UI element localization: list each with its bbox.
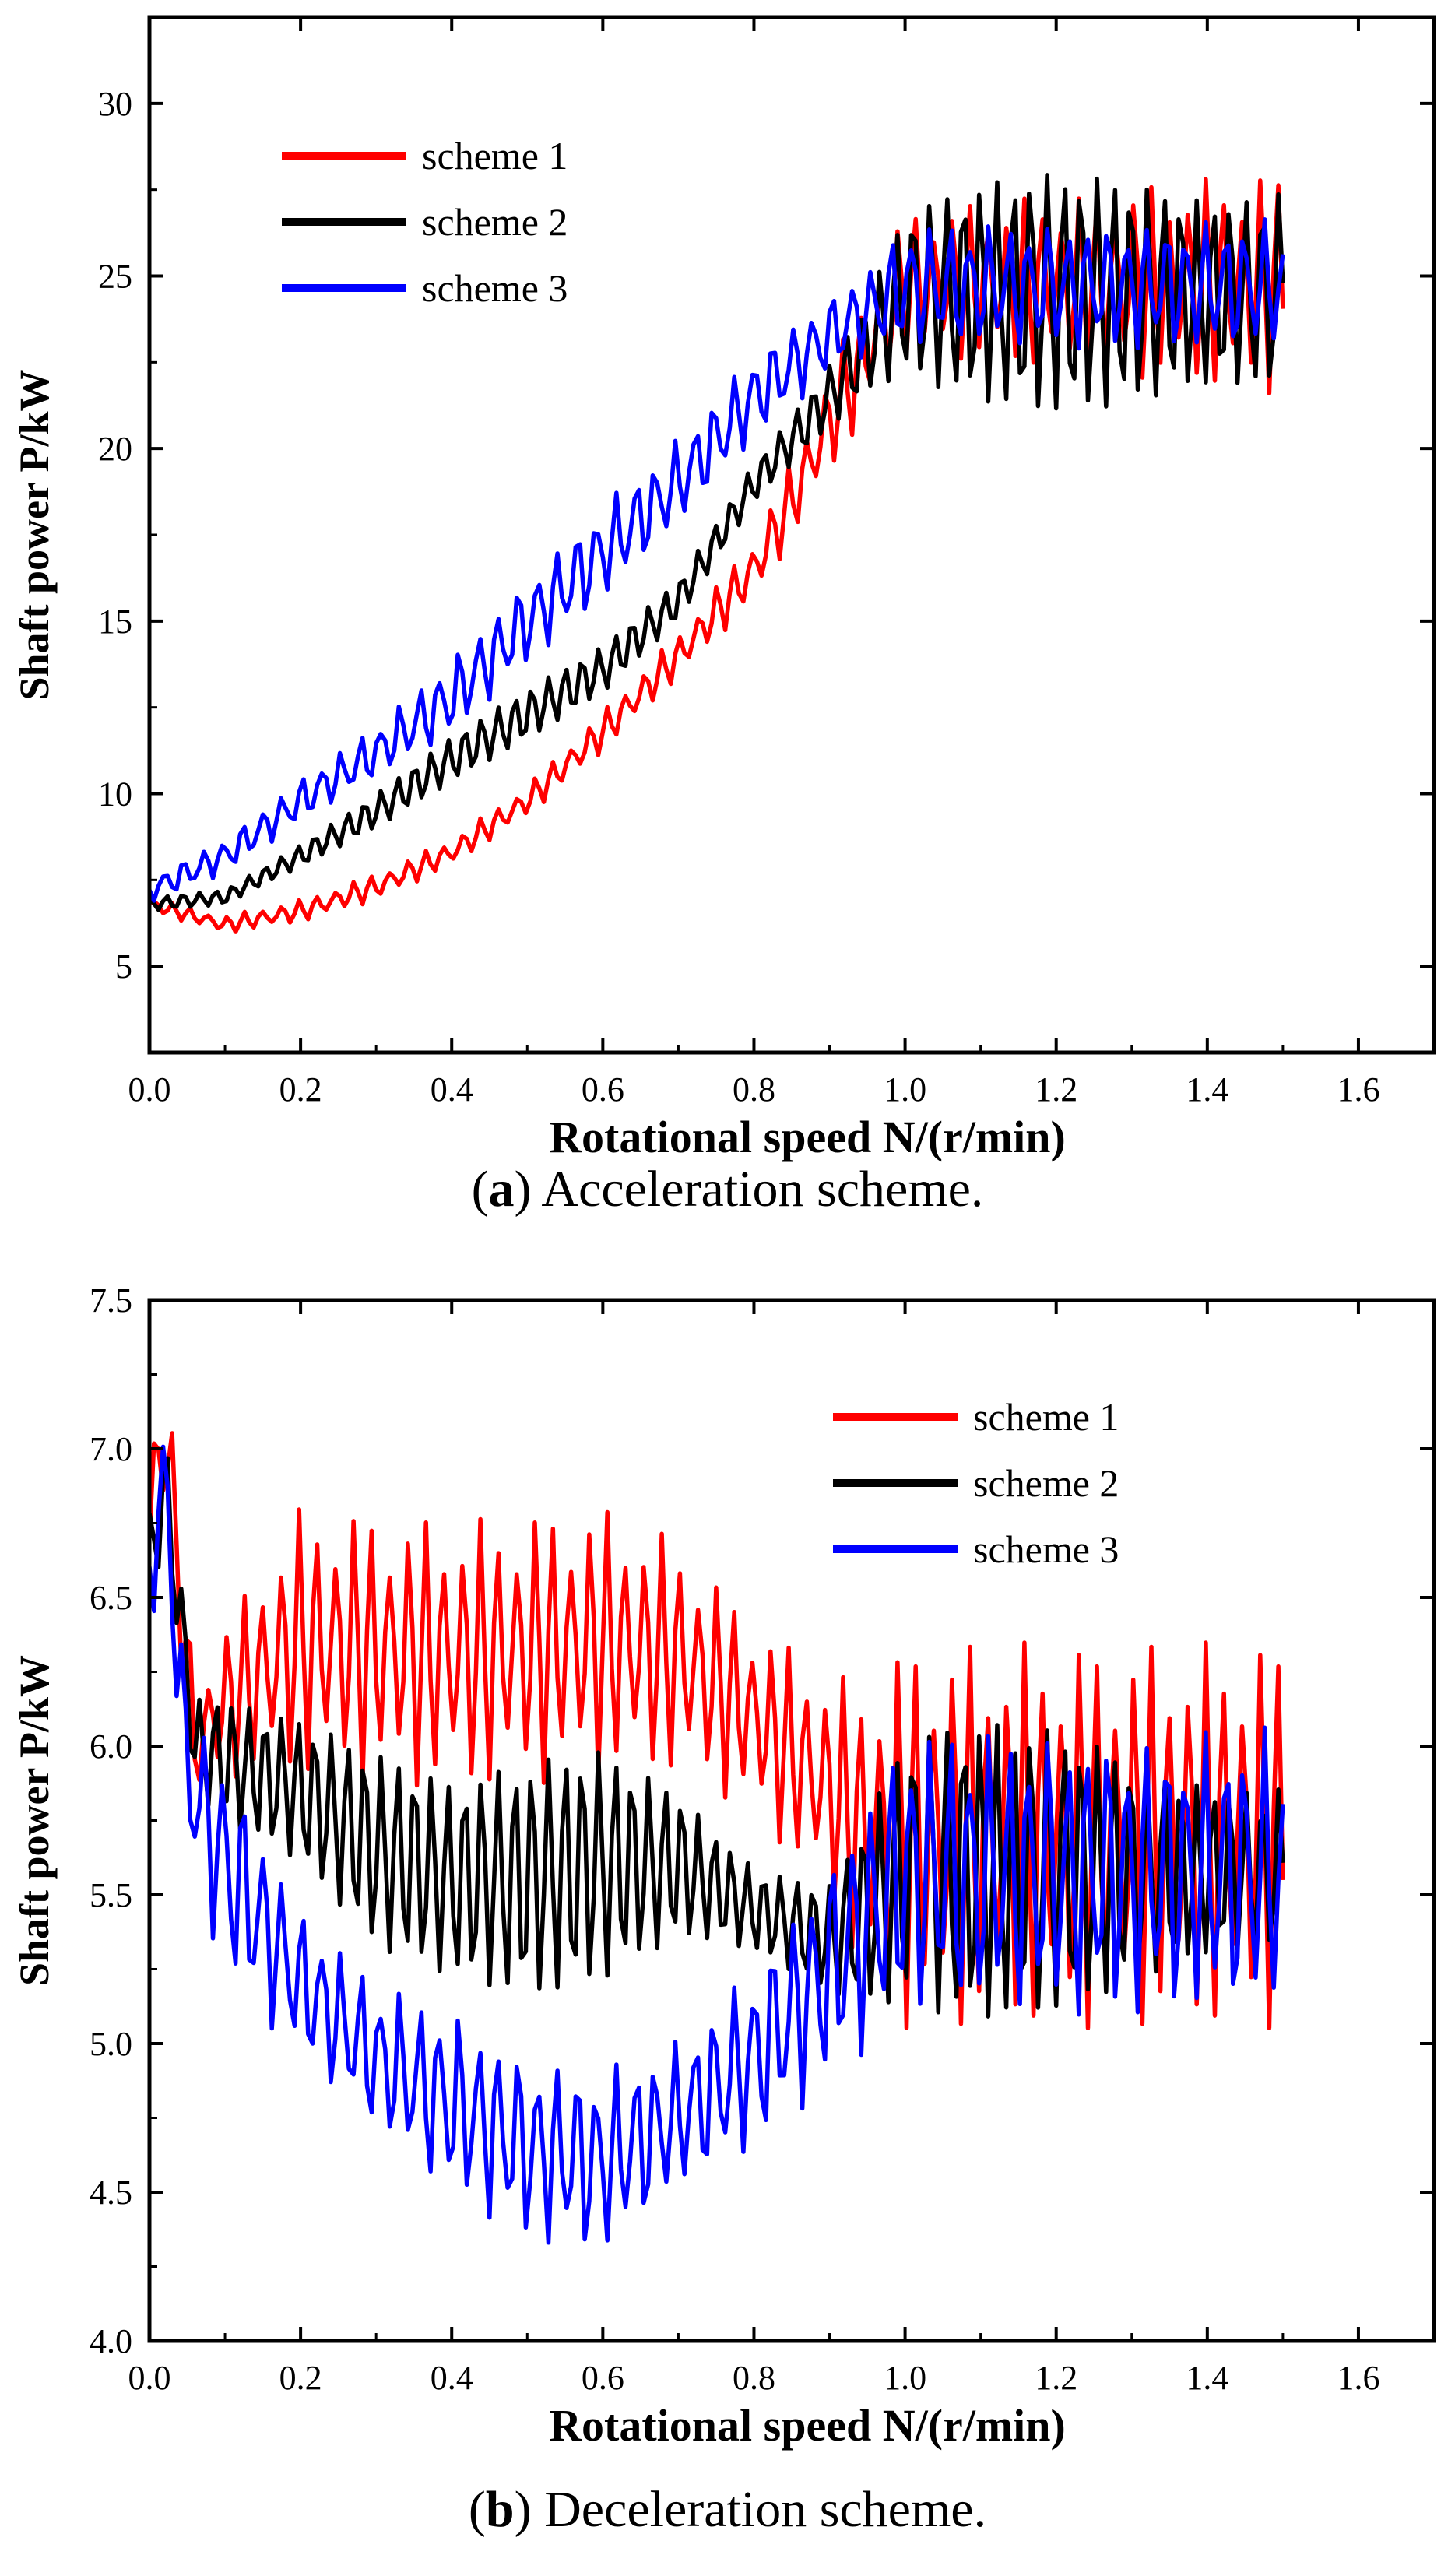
x-tick-label: 0.6 bbox=[582, 1070, 624, 1109]
y-axis-title: Shaft power P/kW bbox=[11, 1655, 58, 1986]
series-line-2 bbox=[149, 1456, 1285, 2019]
y-tick-label: 5.5 bbox=[90, 1876, 132, 1914]
x-tick-label: 1.2 bbox=[1035, 1070, 1077, 1109]
y-tick-label: 10 bbox=[98, 775, 132, 814]
x-tick-label: 0.8 bbox=[733, 2359, 775, 2397]
x-tick-label: 0.2 bbox=[279, 1070, 322, 1109]
legend: scheme 1 scheme 2 scheme 3 bbox=[833, 1395, 1119, 1571]
y-tick-label: 5.0 bbox=[90, 2025, 132, 2063]
y-tick-label: 5 bbox=[115, 947, 132, 986]
series-line-2 bbox=[149, 173, 1285, 912]
chart-a: 0.0 0.2 0.4 0.6 0.8 1.0 1.2 1.4 1.6 5 10 15 20 25 30 Ro… bbox=[11, 15, 1436, 1162]
legend-label-1: scheme 1 bbox=[973, 1395, 1119, 1439]
y-tick-label: 20 bbox=[98, 430, 132, 468]
caption-b: (b) Deceleration scheme. bbox=[468, 2481, 987, 2538]
y-tick-label: 6.0 bbox=[90, 1727, 132, 1766]
y-tick-label: 6.5 bbox=[90, 1579, 132, 1617]
x-tick-label: 1.4 bbox=[1186, 2359, 1228, 2397]
chart-panel-a: 0.0 0.2 0.4 0.6 0.8 1.0 1.2 1.4 1.6 5 10 15 20 25 30 Ro… bbox=[0, 0, 1455, 1284]
series-line-3 bbox=[149, 217, 1285, 903]
x-tick-label: 0.2 bbox=[279, 2359, 322, 2397]
y-axis-title: Shaft power P/kW bbox=[11, 369, 58, 700]
x-tick-label: 1.4 bbox=[1186, 1070, 1228, 1109]
y-tick-label: 4.0 bbox=[90, 2322, 132, 2360]
x-tick-label: 1.6 bbox=[1337, 1070, 1379, 1109]
x-axis-title: Rotational speed N/(r/min) bbox=[549, 1112, 1066, 1162]
x-tick-label: 0.0 bbox=[128, 2359, 171, 2397]
plot-area bbox=[149, 1431, 1285, 2245]
legend-label-1: scheme 1 bbox=[422, 134, 568, 177]
legend-label-2: scheme 2 bbox=[973, 1461, 1119, 1505]
y-tick-label: 4.5 bbox=[90, 2174, 132, 2212]
y-tick-label: 7.0 bbox=[90, 1430, 132, 1468]
x-tick-label: 0.6 bbox=[582, 2359, 624, 2397]
series-line-3 bbox=[149, 1444, 1285, 2245]
caption-a: (a) Acceleration scheme. bbox=[471, 1161, 984, 1218]
y-tick-label: 15 bbox=[98, 603, 132, 641]
x-tick-label: 0.0 bbox=[128, 1070, 171, 1109]
y-tick-label: 30 bbox=[98, 85, 132, 123]
chart-panel-b: 0.0 0.2 0.4 0.6 0.8 1.0 1.2 1.4 1.6 4.0 4.5 5.0 5.5 6… bbox=[0, 1284, 1455, 2576]
x-tick-label: 1.2 bbox=[1035, 2359, 1077, 2397]
chart-b: 0.0 0.2 0.4 0.6 0.8 1.0 1.2 1.4 1.6 4.0 4.5 5.0 5.5 6… bbox=[11, 1284, 1436, 2451]
x-tick-label: 1.6 bbox=[1337, 2359, 1379, 2397]
legend: scheme 1 scheme 2 scheme 3 bbox=[282, 134, 568, 310]
y-tick-label: 7.5 bbox=[90, 1284, 132, 1320]
x-tick-label: 1.0 bbox=[884, 2359, 926, 2397]
legend-label-2: scheme 2 bbox=[422, 200, 568, 244]
x-axis-title: Rotational speed N/(r/min) bbox=[549, 2400, 1066, 2451]
series-line-1 bbox=[149, 1431, 1285, 2030]
x-tick-label: 0.4 bbox=[431, 1070, 473, 1109]
plot-area bbox=[149, 173, 1285, 934]
x-tick-label: 1.0 bbox=[884, 1070, 926, 1109]
legend-label-3: scheme 3 bbox=[973, 1527, 1119, 1571]
x-tick-label: 0.4 bbox=[431, 2359, 473, 2397]
legend-label-3: scheme 3 bbox=[422, 266, 568, 310]
x-tick-label: 0.8 bbox=[733, 1070, 775, 1109]
y-tick-label: 25 bbox=[98, 258, 132, 296]
